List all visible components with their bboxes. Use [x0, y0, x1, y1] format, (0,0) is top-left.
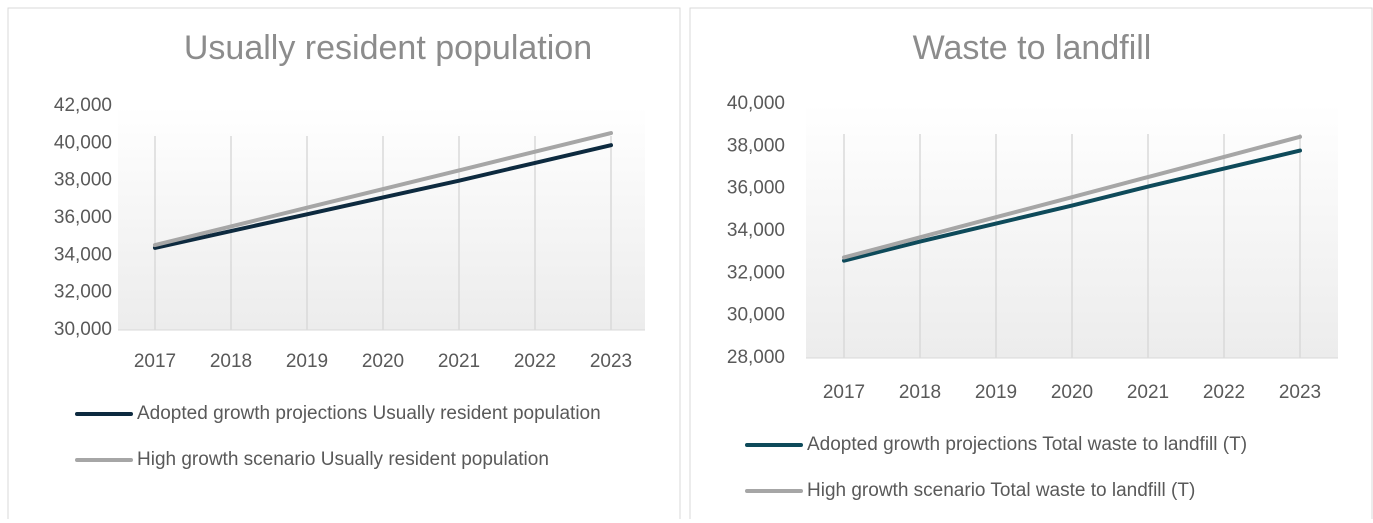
series-line — [842, 148, 1302, 263]
x-tick-label: 2017 — [134, 351, 176, 372]
x-tick-label: 2018 — [899, 382, 941, 403]
y-tick-label: 42,000 — [54, 95, 112, 116]
y-tick-label: 40,000 — [54, 132, 112, 153]
y-tick-label: 38,000 — [54, 170, 112, 191]
x-tick-label: 2022 — [1203, 382, 1245, 403]
legend-label: High growth scenario Total waste to land… — [807, 480, 1196, 501]
y-tick-label: 34,000 — [54, 244, 112, 265]
y-tick-label: 28,000 — [727, 347, 785, 368]
series-line — [153, 131, 613, 248]
y-tick-label: 34,000 — [727, 220, 785, 241]
legend: Adopted growth projections Usually resid… — [75, 400, 615, 492]
x-tick-label: 2020 — [1051, 382, 1093, 403]
legend-item: Adopted growth projections Total waste t… — [745, 431, 1365, 459]
legend-item: High growth scenario Total waste to land… — [745, 477, 1365, 505]
series-line — [842, 134, 1302, 260]
x-tick-label: 2021 — [438, 351, 480, 372]
chart-frame — [7, 7, 681, 519]
y-tick-label: 40,000 — [727, 93, 785, 114]
chart-frame — [689, 7, 1373, 519]
y-tick-label: 30,000 — [727, 305, 785, 326]
x-tick-label: 2023 — [1279, 382, 1321, 403]
x-tick-label: 2020 — [362, 351, 404, 372]
legend-label: Adopted growth projections Total waste t… — [807, 434, 1248, 455]
legend-item: High growth scenario Usually resident po… — [75, 446, 615, 474]
y-tick-label: 30,000 — [54, 319, 112, 340]
legend-swatch — [745, 443, 803, 447]
legend-label: High growth scenario Usually resident po… — [137, 449, 549, 470]
x-tick-label: 2019 — [975, 382, 1017, 403]
legend-swatch — [75, 458, 133, 462]
chart-title: Usually resident population — [184, 29, 592, 67]
legend: Adopted growth projections Total waste t… — [745, 431, 1365, 523]
x-tick-label: 2022 — [514, 351, 556, 372]
x-tick-label: 2021 — [1127, 382, 1169, 403]
legend-swatch — [75, 412, 133, 416]
legend-item: Adopted growth projections Usually resid… — [75, 400, 615, 428]
y-tick-label: 32,000 — [54, 282, 112, 303]
series-line — [153, 143, 613, 250]
y-tick-label: 32,000 — [727, 262, 785, 283]
y-tick-label: 38,000 — [727, 135, 785, 156]
x-tick-label: 2023 — [590, 351, 632, 372]
y-tick-label: 36,000 — [727, 178, 785, 199]
y-tick-label: 36,000 — [54, 207, 112, 228]
legend-swatch — [745, 489, 803, 493]
plot-area — [118, 106, 645, 330]
chart-title: Waste to landfill — [913, 29, 1152, 67]
x-tick-label: 2017 — [823, 382, 865, 403]
legend-label: Adopted growth projections Usually resid… — [137, 403, 601, 424]
x-tick-label: 2019 — [286, 351, 328, 372]
x-tick-label: 2018 — [210, 351, 252, 372]
